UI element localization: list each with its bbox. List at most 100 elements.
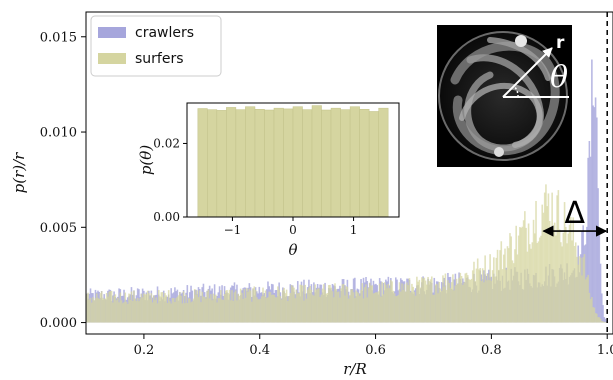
bar-surfers xyxy=(372,293,375,323)
bar-surfers xyxy=(367,287,370,323)
bar-surfers xyxy=(375,292,377,323)
bar-surfers xyxy=(278,289,280,323)
bar-surfers xyxy=(483,282,485,323)
bar-surfers xyxy=(159,296,161,323)
bar-surfers xyxy=(294,298,297,323)
bar-surfers xyxy=(476,258,479,323)
bar-surfers xyxy=(306,289,309,323)
y-axis-ticks: 0.000 0.005 0.010 0.015 xyxy=(40,30,86,331)
bar-surfers xyxy=(401,283,403,323)
bar-surfers xyxy=(88,299,91,323)
bar-surfers xyxy=(296,293,299,323)
bar-surfers xyxy=(399,291,402,323)
bar-surfers xyxy=(435,283,438,323)
bar-surfers xyxy=(548,220,551,323)
angle-arc xyxy=(513,85,519,98)
bar-surfers xyxy=(208,298,211,323)
bar-surfers xyxy=(489,254,491,323)
bar-surfers xyxy=(371,285,374,323)
bar-surfers xyxy=(310,289,313,323)
bar-surfers xyxy=(164,293,166,323)
inset-bar xyxy=(349,106,360,218)
bar-surfers xyxy=(494,276,496,323)
bar-surfers xyxy=(376,292,378,323)
bar-surfers xyxy=(207,289,210,323)
bar-surfers xyxy=(202,296,205,323)
bar-surfers xyxy=(334,283,336,323)
bar-surfers xyxy=(299,284,302,323)
bar-surfers xyxy=(254,290,257,323)
inset-bar xyxy=(378,107,389,218)
bar-crawlers xyxy=(593,107,596,323)
bar-surfers xyxy=(196,290,199,323)
bar-surfers xyxy=(138,301,140,323)
bar-surfers xyxy=(571,240,573,323)
bar-surfers xyxy=(520,227,522,323)
bar-surfers xyxy=(470,278,473,323)
bar-surfers xyxy=(553,222,556,323)
bar-surfers xyxy=(365,284,367,323)
bar-surfers xyxy=(115,300,118,323)
bar-surfers xyxy=(305,298,308,323)
bar-surfers xyxy=(475,268,478,323)
bar-surfers xyxy=(211,300,213,323)
delta-annotation: Δ xyxy=(542,196,608,237)
bar-surfers xyxy=(529,244,531,323)
bar-surfers xyxy=(516,254,519,323)
bar-surfers xyxy=(533,233,536,323)
bar-surfers xyxy=(437,293,439,323)
bar-surfers xyxy=(538,237,541,323)
plot-frame xyxy=(85,11,613,335)
bar-surfers xyxy=(471,270,474,323)
inset-x-tick-label: 0 xyxy=(289,223,297,237)
bar-surfers xyxy=(275,297,278,323)
bar-surfers xyxy=(349,294,351,323)
bar-surfers xyxy=(198,290,201,323)
bar-surfers xyxy=(287,301,289,323)
bar-surfers xyxy=(414,295,417,323)
bar-surfers xyxy=(246,288,248,323)
bar-surfers xyxy=(500,241,503,323)
bar-surfers xyxy=(143,293,145,323)
bar-surfers xyxy=(386,288,388,323)
bar-surfers xyxy=(433,294,436,323)
bar-surfers xyxy=(347,298,350,323)
bar-surfers xyxy=(460,276,463,323)
bar-surfers xyxy=(301,285,304,323)
x-axis-ticks: 0.2 0.4 0.6 0.8 1.0 xyxy=(134,334,613,358)
bar-surfers xyxy=(112,302,114,323)
bar-surfers xyxy=(93,300,96,323)
bar-surfers xyxy=(448,282,450,323)
bar-surfers xyxy=(507,248,510,323)
legend-swatch-crawlers xyxy=(98,27,126,38)
inset-x-axis-label: θ xyxy=(288,241,297,259)
bar-surfers xyxy=(443,286,445,323)
bar-surfers xyxy=(119,292,122,323)
bar-surfers xyxy=(282,290,284,323)
bar-surfers xyxy=(141,297,144,323)
bar-crawlers xyxy=(589,156,592,323)
bar-surfers xyxy=(270,294,273,323)
bar-crawlers xyxy=(599,263,602,323)
bar-surfers xyxy=(108,291,110,323)
bar-surfers xyxy=(259,298,262,323)
inset-bar xyxy=(321,109,332,218)
bar-surfers xyxy=(478,269,480,323)
bar-surfers xyxy=(396,296,398,323)
bar-surfers xyxy=(462,284,464,323)
radius-label: r xyxy=(556,33,565,53)
bar-surfers xyxy=(146,290,149,323)
inset-bar xyxy=(245,106,256,218)
bar-surfers xyxy=(215,294,217,323)
bar-surfers xyxy=(252,288,254,323)
bar-surfers xyxy=(357,293,360,323)
legend-label-crawlers: crawlers xyxy=(135,25,194,41)
bar-surfers xyxy=(190,302,192,323)
bar-surfers xyxy=(422,278,424,323)
bar-crawlers xyxy=(601,293,603,323)
bar-surfers xyxy=(547,193,550,323)
bar-surfers xyxy=(565,226,567,323)
bar-surfers xyxy=(331,291,334,323)
bar-surfers xyxy=(140,293,143,323)
bar-surfers xyxy=(474,281,477,323)
